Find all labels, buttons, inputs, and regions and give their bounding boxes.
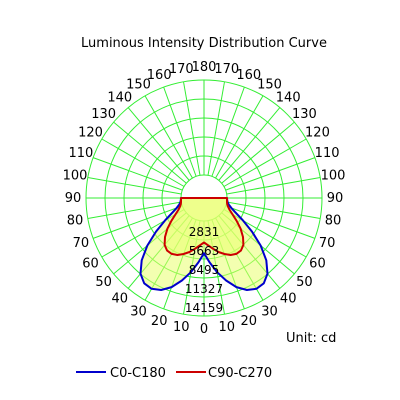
grid-spoke	[223, 138, 307, 187]
grid-spoke	[127, 107, 190, 181]
angle-label: 30	[130, 304, 147, 319]
angle-label: 160	[236, 68, 261, 83]
angle-label: 90	[327, 191, 344, 206]
chart-title: Luminous Intensity Distribution Curve	[81, 36, 327, 51]
angle-label: 140	[276, 91, 301, 106]
grid-spoke	[225, 157, 316, 191]
grid-spoke	[87, 177, 182, 195]
angle-label: 60	[82, 257, 99, 272]
angle-label: 140	[107, 91, 132, 106]
angle-label: 160	[147, 68, 172, 83]
grid-spoke	[221, 121, 295, 184]
angle-label: 110	[68, 146, 93, 161]
angle-label: 20	[151, 314, 168, 329]
radial-tick-label: 14159	[185, 301, 223, 315]
angle-label: 30	[261, 304, 278, 319]
grid-spoke	[183, 81, 201, 176]
curve-1	[139, 197, 269, 291]
grid-spoke	[207, 81, 225, 176]
radial-labels: 2831 5663 8495 11327 14159	[185, 225, 223, 315]
radial-tick-label: 5663	[189, 244, 220, 258]
grid-spoke	[113, 121, 187, 184]
angle-label: 60	[309, 257, 326, 272]
angle-label: 20	[241, 314, 258, 329]
angle-label: 110	[315, 146, 340, 161]
angle-label: 0	[200, 322, 208, 337]
angle-label: 100	[63, 168, 88, 183]
angle-label: 70	[319, 236, 336, 251]
angle-label: 40	[112, 291, 129, 306]
angle-label: 180	[192, 60, 217, 75]
grid-spoke	[87, 201, 182, 219]
grid-spoke	[101, 138, 185, 187]
grid-spoke	[225, 205, 316, 239]
grid-spoke	[92, 157, 183, 191]
angle-label: 90	[65, 191, 82, 206]
legend: C0-C180 C90-C270	[76, 366, 272, 381]
radial-tick-label: 11327	[185, 282, 223, 296]
angle-label: 130	[91, 107, 116, 122]
grid-spoke	[226, 201, 321, 219]
angle-label: 150	[126, 78, 151, 93]
legend-label-c90: C90-C270	[208, 366, 272, 381]
grid-spoke	[163, 86, 197, 177]
grid-spoke	[92, 205, 183, 239]
curve-fill-2	[164, 198, 244, 255]
unit-label: Unit: cd	[286, 331, 336, 346]
angle-label: 170	[169, 62, 194, 77]
angle-label: 100	[321, 168, 346, 183]
angle-label: 150	[257, 78, 282, 93]
angle-label: 120	[305, 126, 330, 141]
radial-tick-label: 2831	[189, 225, 220, 239]
grid-spoke	[144, 95, 193, 179]
grid-spoke	[215, 95, 264, 179]
grid-spoke	[218, 107, 281, 181]
angle-label: 170	[214, 62, 239, 77]
angle-label: 80	[325, 214, 342, 229]
angle-label: 70	[73, 236, 90, 251]
curve-2	[163, 197, 245, 256]
angle-label: 130	[292, 107, 317, 122]
angle-label: 10	[218, 320, 235, 335]
angle-label: 120	[78, 126, 103, 141]
angle-label: 80	[67, 214, 84, 229]
legend-label-c0: C0-C180	[110, 366, 166, 381]
angle-label: 10	[173, 320, 190, 335]
angle-label: 40	[280, 291, 297, 306]
angle-label: 50	[95, 275, 112, 290]
grid-spoke	[226, 177, 321, 195]
radial-tick-label: 8495	[189, 263, 220, 277]
angle-labels: 0102030405060708090100110120130140150160…	[63, 60, 346, 337]
angle-label: 50	[296, 275, 313, 290]
grid-spoke	[211, 86, 245, 177]
curves	[139, 197, 269, 291]
